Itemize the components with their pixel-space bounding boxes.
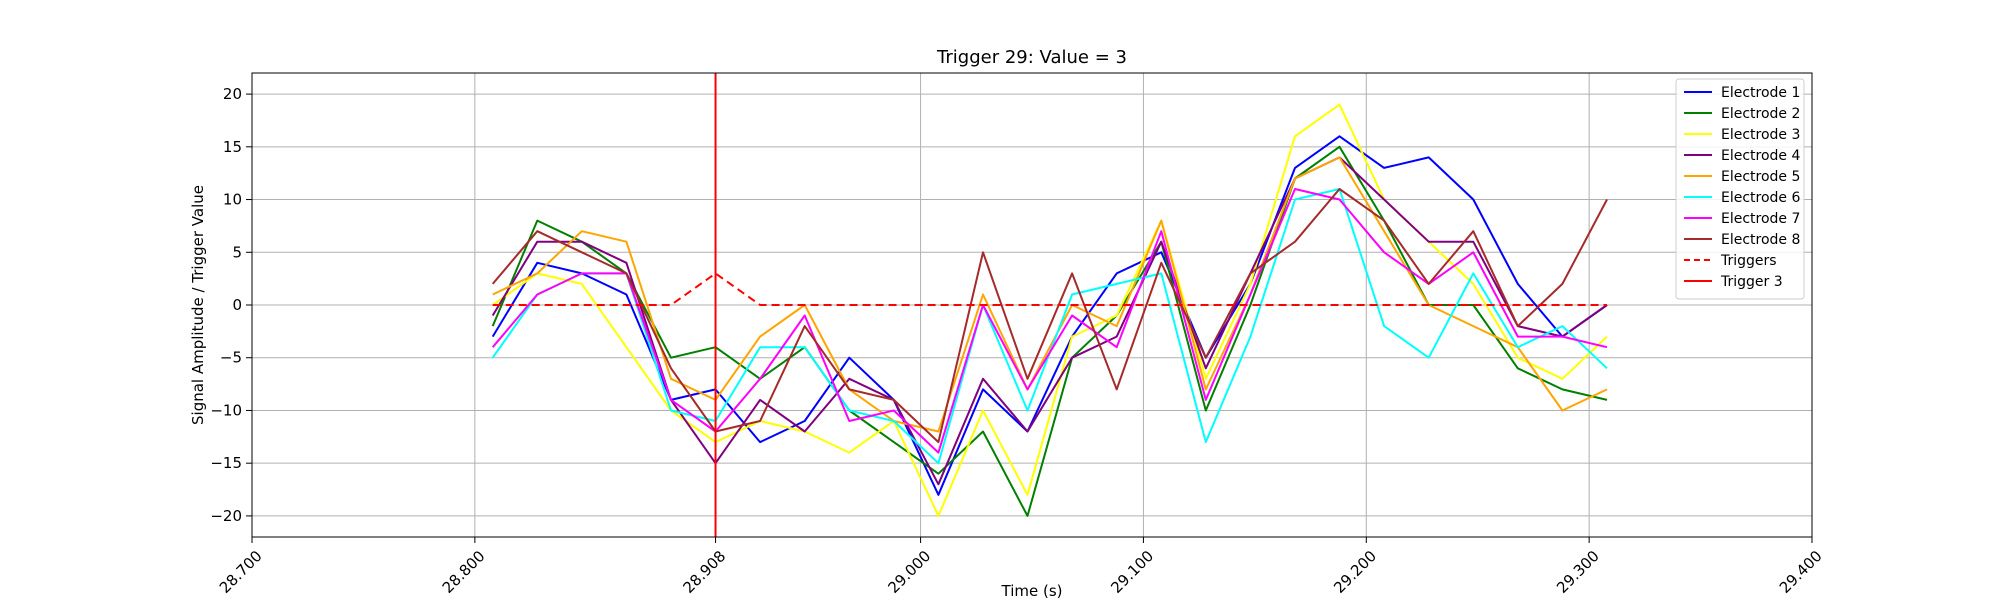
legend: Electrode 1 Electrode 2 Electrode 3 Electro…	[1675, 78, 1805, 300]
x-tick-label: 29.300	[1553, 547, 1603, 597]
legend-label: Triggers	[1720, 253, 1777, 269]
legend-label: Electrode 8	[1721, 232, 1800, 248]
y-tick-label: −10	[210, 401, 242, 419]
legend-label: Electrode 7	[1721, 211, 1800, 227]
series-line-8	[491, 188, 1608, 444]
series-line-2	[491, 145, 1608, 517]
series-line-4	[491, 156, 1608, 486]
x-tick-label: 29.200	[1330, 547, 1380, 597]
y-tick-label: −20	[210, 507, 242, 525]
y-tick-label: 10	[223, 191, 242, 209]
x-tick-label: 28.700	[216, 547, 266, 597]
x-tick-label: 29.400	[1776, 547, 1826, 597]
y-tick-label: 20	[223, 85, 242, 103]
legend-label: Trigger 3	[1720, 274, 1783, 290]
x-tick-label: 28.908	[679, 547, 729, 597]
x-axis-title: Time (s)	[1001, 582, 1063, 600]
y-tick-label: 5	[232, 243, 242, 261]
x-tick-label: 28.800	[439, 547, 489, 597]
plot-lines	[491, 73, 1608, 537]
y-tick-label: −5	[220, 349, 242, 367]
legend-label: Electrode 1	[1721, 85, 1800, 101]
chart-title: Trigger 29: Value = 3	[936, 47, 1127, 68]
legend-label: Electrode 4	[1721, 148, 1800, 164]
y-tick-label: −15	[210, 454, 242, 472]
legend-label: Electrode 3	[1721, 127, 1800, 143]
legend-label: Electrode 2	[1721, 106, 1800, 122]
series-line-1	[491, 135, 1608, 496]
y-tick-label: 0	[232, 296, 242, 314]
legend-label: Electrode 6	[1721, 190, 1800, 206]
x-tick-label: 29.000	[884, 547, 934, 597]
y-tick-label: 15	[223, 138, 242, 156]
x-tick-label: 29.100	[1107, 547, 1157, 597]
y-axis-title: Signal Amplitude / Trigger Value	[189, 185, 207, 425]
axes: 28.700 28.800 28.908 29.000 29.100 29.200 29.3…	[210, 72, 1826, 597]
legend-label: Electrode 5	[1721, 169, 1800, 185]
series-line-7	[491, 188, 1608, 454]
series-line-5	[492, 156, 1608, 433]
series-line-9	[492, 272, 1607, 306]
